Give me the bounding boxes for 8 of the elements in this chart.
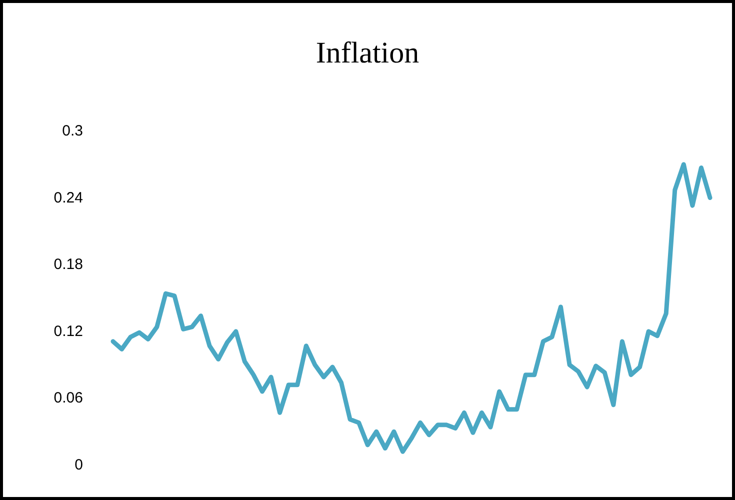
y-tick-label: 0.3 [62,122,83,140]
y-tick-label: 0.24 [54,189,83,206]
y-tick-label: 0.06 [54,390,83,407]
line-series [110,162,712,454]
chart-title: Inflation [316,36,420,70]
y-tick-label: 0.12 [54,322,83,340]
y-tick-label: 0.18 [54,256,83,274]
y-tick-label: 0 [74,456,83,474]
